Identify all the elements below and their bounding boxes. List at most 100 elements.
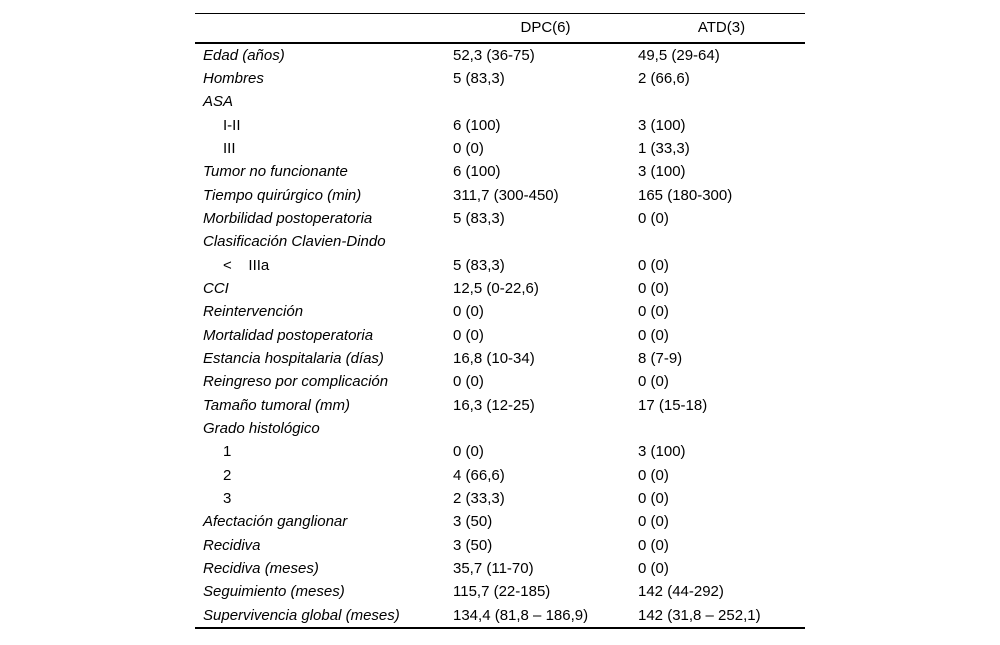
table-row: Morbilidad postoperatoria 5 (83,3) 0 (0) [195, 207, 805, 230]
row-label: I-II [223, 116, 241, 134]
atd-value: 3 (100) [638, 163, 686, 181]
dpc-value: 311,7 (300-450) [453, 186, 559, 204]
atd-value: 165 (180-300) [638, 186, 733, 204]
header-col-atd: ATD(3) [638, 13, 805, 44]
table-row: Grado histológico [195, 417, 805, 440]
row-label: CCI [203, 279, 229, 297]
dpc-value [453, 417, 638, 440]
atd-value: 142 (44-292) [638, 583, 724, 601]
atd-value: 0 (0) [638, 326, 669, 344]
atd-value [638, 417, 805, 440]
comparison-table: DPC(6) ATD(3) Edad (años) 52,3 (36-75) 49,… [195, 13, 805, 630]
atd-value: 0 (0) [638, 373, 669, 391]
table-row: Tiempo quirúrgico (min) 311,7 (300-450) 16… [195, 184, 805, 207]
table-row: Tamaño tumoral (mm) 16,3 (12-25) 17 (15-18… [195, 394, 805, 417]
table-row: Mortalidad postoperatoria 0 (0) 0 (0) [195, 324, 805, 347]
table-row: III 0 (0) 1 (33,3) [195, 137, 805, 160]
dpc-value: 3 (50) [453, 513, 493, 531]
atd-value: 0 (0) [638, 209, 669, 227]
dpc-value: 5 (83,3) [453, 209, 505, 227]
table-row: Reingreso por complicación 0 (0) 0 (0) [195, 370, 805, 393]
row-label: Supervivencia global (meses) [203, 606, 400, 624]
dpc-value: 0 (0) [453, 139, 484, 157]
dpc-value: 115,7 (22-185) [453, 583, 551, 601]
row-label: Clasificación Clavien-Dindo [203, 233, 386, 251]
dpc-value: 0 (0) [453, 326, 484, 344]
row-label: Reingreso por complicación [203, 373, 389, 391]
atd-value: 0 (0) [638, 490, 669, 508]
row-label: 1 [223, 443, 232, 461]
atd-value: 3 (100) [638, 116, 686, 134]
atd-value [638, 230, 805, 253]
atd-value [638, 90, 805, 113]
atd-value: 49,5 (29-64) [638, 46, 720, 64]
dpc-value: 2 (33,3) [453, 490, 505, 508]
dpc-value: 0 (0) [453, 373, 484, 391]
row-label: Tamaño tumoral (mm) [203, 396, 350, 414]
dpc-value: 6 (100) [453, 163, 501, 181]
row-label: 2 [223, 466, 232, 484]
row-label: Edad (años) [203, 46, 285, 64]
row-label: Tumor no funcionante [203, 163, 348, 181]
dpc-value: 6 (100) [453, 116, 501, 134]
atd-value: 0 (0) [638, 466, 669, 484]
row-label: 3 [223, 490, 232, 508]
row-label: Seguimiento (meses) [203, 583, 345, 601]
row-label: Hombres [203, 69, 264, 87]
atd-value: 0 (0) [638, 536, 669, 554]
dpc-value [453, 230, 638, 253]
row-label: < IIIa [223, 256, 270, 274]
atd-value: 142 (31,8 – 252,1) [638, 606, 761, 624]
dpc-value: 5 (83,3) [453, 256, 505, 274]
atd-value: 0 (0) [638, 513, 669, 531]
dpc-value: 35,7 (11-70) [453, 560, 534, 578]
dpc-value: 4 (66,6) [453, 466, 505, 484]
row-label: Afectación ganglionar [203, 513, 348, 531]
table-row: Recidiva 3 (50) 0 (0) [195, 534, 805, 557]
table-row: Edad (años) 52,3 (36-75) 49,5 (29-64) [195, 43, 805, 67]
table-body: Edad (años) 52,3 (36-75) 49,5 (29-64) Hombr… [195, 43, 805, 629]
dpc-value: 16,8 (10-34) [453, 349, 535, 367]
header-col-dpc: DPC(6) [453, 13, 638, 44]
atd-value: 0 (0) [638, 560, 669, 578]
table-row: Hombres 5 (83,3) 2 (66,6) [195, 67, 805, 90]
table-row: Recidiva (meses) 35,7 (11-70) 0 (0) [195, 557, 805, 580]
row-label: Mortalidad postoperatoria [203, 326, 374, 344]
row-label: ASA [203, 93, 234, 111]
atd-value: 3 (100) [638, 443, 686, 461]
table-row: 3 2 (33,3) 0 (0) [195, 487, 805, 510]
row-label: Reintervención [203, 303, 304, 321]
table-row: ASA [195, 90, 805, 113]
dpc-value: 16,3 (12-25) [453, 396, 535, 414]
row-label: Grado histológico [203, 420, 320, 437]
table-row: 2 4 (66,6) 0 (0) [195, 464, 805, 487]
header-row: DPC(6) ATD(3) [195, 13, 805, 44]
atd-value: 17 (15-18) [638, 396, 708, 414]
table-row: 1 0 (0) 3 (100) [195, 440, 805, 463]
dpc-value: 5 (83,3) [453, 69, 505, 87]
row-label: Morbilidad postoperatoria [203, 209, 373, 227]
row-label: Estancia hospitalaria (días) [203, 349, 384, 367]
atd-value: 1 (33,3) [638, 139, 690, 157]
dpc-value: 0 (0) [453, 303, 484, 321]
table-row: Supervivencia global (meses) 134,4 (81,8 … [195, 604, 805, 628]
dpc-value: 3 (50) [453, 536, 493, 554]
table-row: Tumor no funcionante 6 (100) 3 (100) [195, 160, 805, 183]
table-row: Estancia hospitalaria (días) 16,8 (10-34)… [195, 347, 805, 370]
row-label: Recidiva (meses) [203, 560, 319, 578]
dpc-value: 12,5 (0-22,6) [453, 279, 539, 297]
dpc-value: 52,3 (36-75) [453, 46, 535, 64]
dpc-value: 134,4 (81,8 – 186,9) [453, 606, 589, 624]
atd-value: 0 (0) [638, 303, 669, 321]
table-row: Reintervención 0 (0) 0 (0) [195, 300, 805, 323]
atd-value: 2 (66,6) [638, 69, 690, 87]
row-label: Tiempo quirúrgico (min) [203, 186, 362, 204]
atd-value: 0 (0) [638, 256, 669, 274]
dpc-value: 0 (0) [453, 443, 484, 461]
table-row: I-II 6 (100) 3 (100) [195, 114, 805, 137]
dpc-value [453, 90, 638, 113]
table-row: < IIIa 5 (83,3) 0 (0) [195, 254, 805, 277]
row-label: Recidiva [203, 536, 261, 554]
header-empty-cell [195, 13, 453, 44]
